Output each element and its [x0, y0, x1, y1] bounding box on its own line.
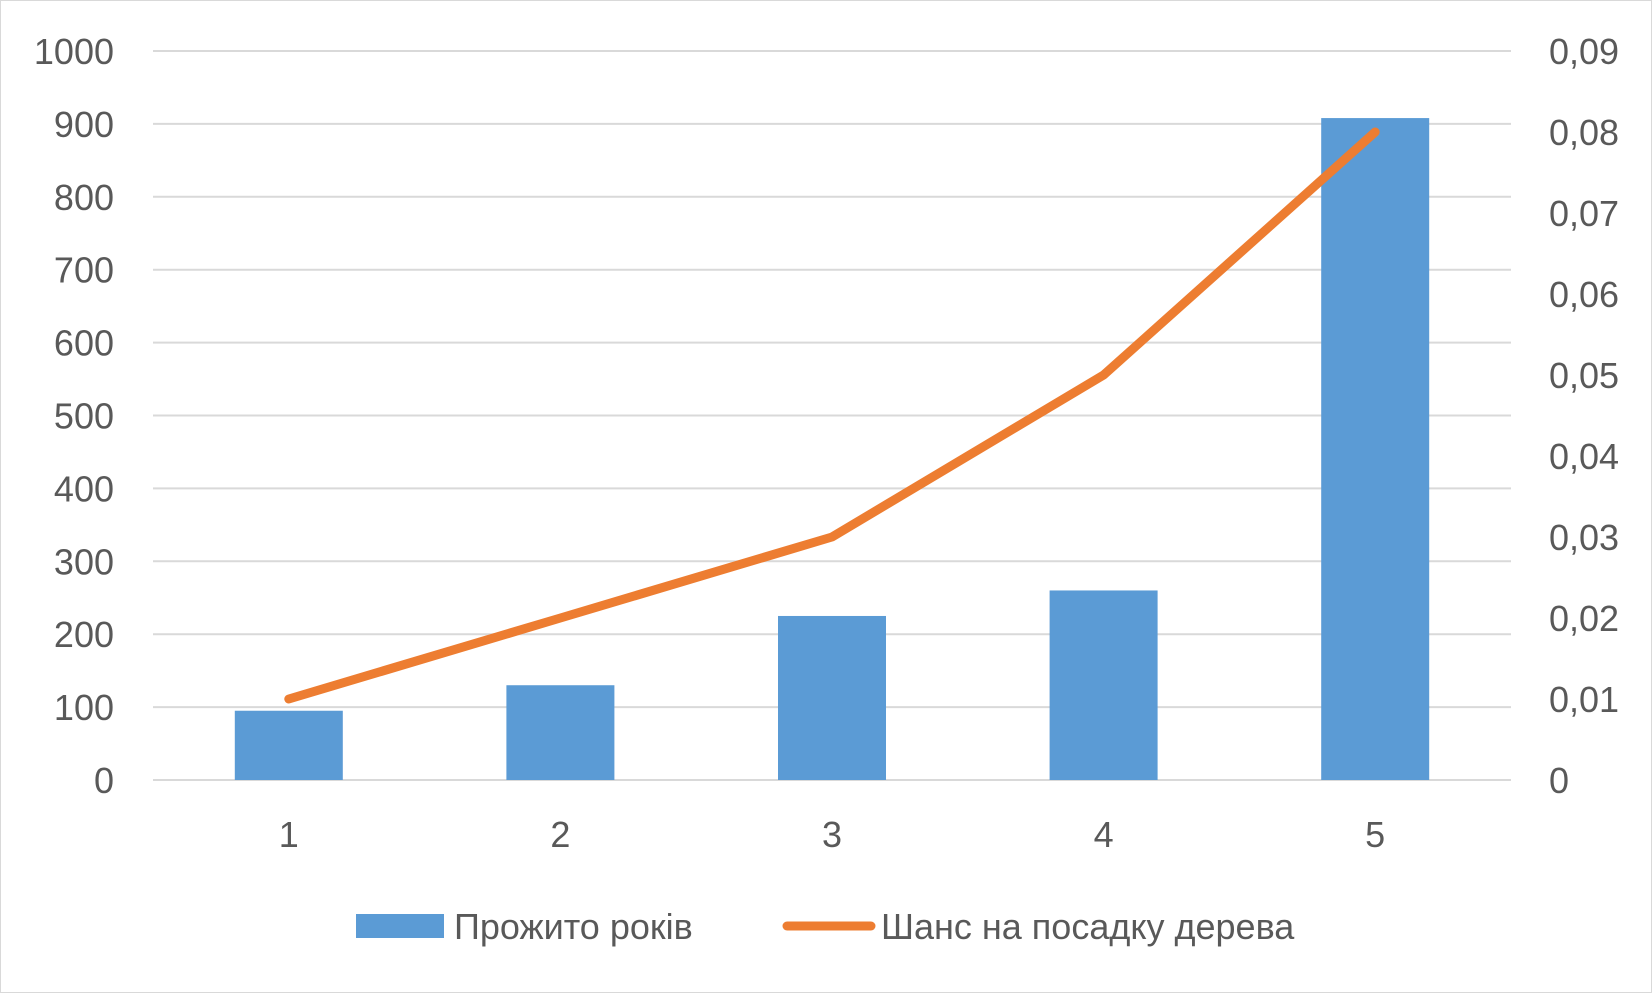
- x-axis-tick-label: 5: [1365, 814, 1385, 855]
- legend-label-bar: Прожито років: [454, 906, 693, 947]
- left-axis-tick-label: 200: [54, 614, 114, 655]
- left-axis-tick-label: 500: [54, 396, 114, 437]
- left-axis-tick-label: 1000: [34, 31, 114, 72]
- bar-series: [235, 118, 1429, 780]
- bar: [778, 616, 886, 780]
- x-axis-tick-labels: 1 2 3 4 5: [279, 814, 1385, 855]
- bar: [506, 685, 614, 780]
- right-axis-tick-label: 0,09: [1549, 31, 1619, 72]
- left-axis-tick-labels: 0 100 200 300 400 500 600 700 800 900 1000: [34, 31, 114, 801]
- x-axis-tick-label: 2: [550, 814, 570, 855]
- left-axis-tick-label: 700: [54, 250, 114, 291]
- right-axis-tick-label: 0,07: [1549, 193, 1619, 234]
- bar: [235, 711, 343, 780]
- x-axis-tick-label: 4: [1094, 814, 1114, 855]
- left-axis-tick-label: 400: [54, 468, 114, 509]
- right-axis-tick-label: 0,08: [1549, 112, 1619, 153]
- right-axis-tick-label: 0,02: [1549, 598, 1619, 639]
- right-axis-tick-label: 0,03: [1549, 517, 1619, 558]
- legend-label-line: Шанс на посадку дерева: [881, 906, 1295, 947]
- bar: [1050, 590, 1158, 780]
- right-axis-tick-labels: 0 0,01 0,02 0,03 0,04 0,05 0,06 0,07 0,08 0,09: [1549, 31, 1619, 801]
- left-axis-tick-label: 0: [94, 760, 114, 801]
- x-axis-tick-label: 3: [822, 814, 842, 855]
- right-axis-tick-label: 0,05: [1549, 355, 1619, 396]
- left-axis-tick-label: 800: [54, 177, 114, 218]
- left-axis-tick-label: 100: [54, 687, 114, 728]
- right-axis-tick-label: 0: [1549, 760, 1569, 801]
- bar: [1321, 118, 1429, 780]
- legend-swatch-bar: [356, 914, 444, 938]
- right-axis-tick-label: 0,04: [1549, 436, 1619, 477]
- right-axis-tick-label: 0,06: [1549, 274, 1619, 315]
- left-axis-tick-label: 600: [54, 323, 114, 364]
- legend: Прожито років Шанс на посадку дерева: [356, 906, 1295, 947]
- x-axis-tick-label: 1: [279, 814, 299, 855]
- left-axis-tick-label: 900: [54, 104, 114, 145]
- right-axis-tick-label: 0,01: [1549, 679, 1619, 720]
- left-axis-tick-label: 300: [54, 541, 114, 582]
